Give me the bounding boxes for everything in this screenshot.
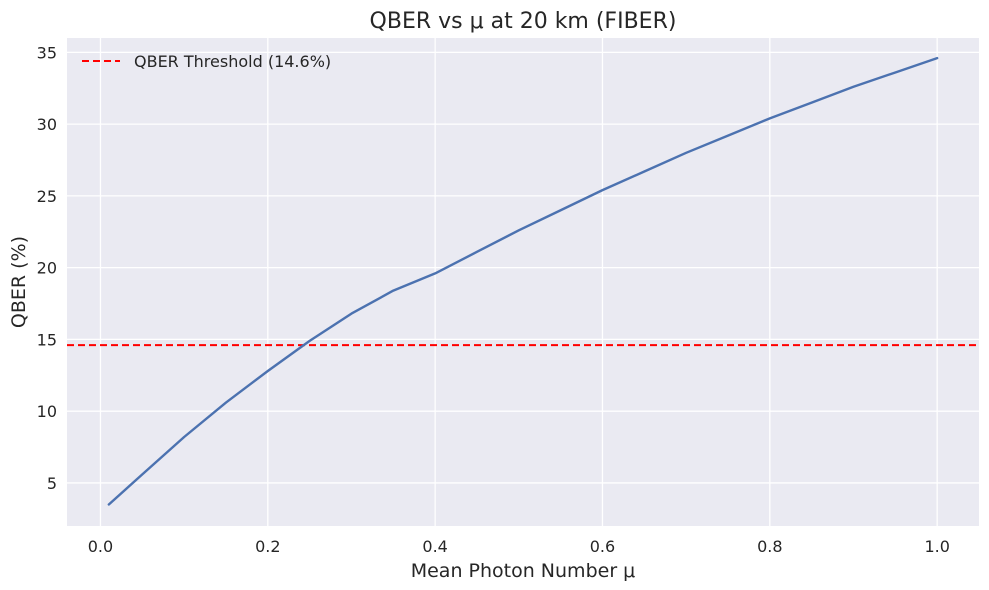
y-tick-label: 10 xyxy=(37,402,57,421)
y-tick-label: 25 xyxy=(37,187,57,206)
x-tick-label: 0.8 xyxy=(757,537,782,556)
y-tick-label: 5 xyxy=(47,474,57,493)
x-tick-label: 0.6 xyxy=(590,537,615,556)
x-tick-label: 0.2 xyxy=(255,537,280,556)
series-lines xyxy=(107,56,939,506)
y-tick-label: 35 xyxy=(37,43,57,62)
legend-label-threshold: QBER Threshold (14.6%) xyxy=(134,52,331,71)
grid xyxy=(67,38,979,526)
x-tick-label: 1.0 xyxy=(924,537,949,556)
y-tick-labels: 5 10 15 20 25 30 35 xyxy=(37,43,57,493)
y-tick-label: 30 xyxy=(37,115,57,134)
y-tick-label: 20 xyxy=(37,259,57,278)
x-axis-label: Mean Photon Number μ xyxy=(411,560,636,582)
plot-area xyxy=(67,38,979,526)
qber-curve xyxy=(107,56,939,506)
x-tick-label: 0.4 xyxy=(422,537,447,556)
x-tick-labels: 0.0 0.2 0.4 0.6 0.8 1.0 xyxy=(88,537,950,556)
y-axis-label: QBER (%) xyxy=(8,236,30,328)
y-tick-label: 15 xyxy=(37,330,57,349)
chart-title: QBER vs μ at 20 km (FIBER) xyxy=(370,9,677,34)
legend: QBER Threshold (14.6%) xyxy=(82,52,331,71)
x-tick-label: 0.0 xyxy=(88,537,113,556)
